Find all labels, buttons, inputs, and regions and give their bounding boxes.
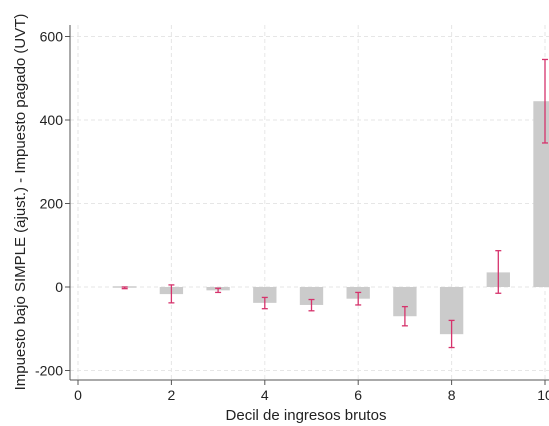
x-tick-label-3: 6	[354, 387, 362, 403]
error-bars	[121, 58, 548, 349]
x-tick-label-0: 0	[74, 387, 82, 403]
error-bar-decile-9	[495, 250, 502, 294]
x-tick-label-1: 2	[168, 387, 176, 403]
x-tick-label-4: 8	[448, 387, 456, 403]
bar-decile-7	[393, 287, 417, 317]
y-tick-label-2: 200	[40, 196, 64, 212]
error-bar-decile-7	[401, 305, 408, 327]
error-bar-decile-1	[121, 286, 128, 290]
error-bar-decile-5	[308, 298, 315, 312]
error-bar-decile-8	[448, 319, 455, 349]
error-bar-decile-6	[355, 291, 362, 306]
x-tick-label-5: 10	[537, 387, 549, 403]
x-axis-title: Decil de ingresos brutos	[226, 407, 387, 424]
y-tick-label-1: 0	[55, 279, 63, 295]
y-tick-label-0: -200	[35, 363, 63, 379]
x-tick-label-2: 4	[261, 387, 269, 403]
x-ticks: 0 2 4 6 8 10	[74, 380, 549, 403]
bar-decile-8	[439, 287, 464, 335]
y-axis-title: Impuesto bajo SIMPLE (ajust.) - Impuesto…	[12, 14, 29, 391]
plot-background	[70, 25, 549, 380]
y-tick-label-3: 400	[40, 112, 64, 128]
axes	[69, 25, 549, 381]
error-bar-decile-2	[168, 284, 175, 304]
error-bar-decile-3	[215, 287, 222, 294]
bar-decile-10	[533, 101, 549, 288]
y-tick-label-4: 600	[40, 29, 64, 45]
error-bar-decile-4	[261, 296, 268, 310]
y-ticks: -200 0 200 400 600	[35, 29, 70, 379]
error-bar-decile-10	[542, 58, 548, 144]
bar-decile-4	[253, 287, 277, 303]
bar-decile-5	[299, 287, 324, 305]
